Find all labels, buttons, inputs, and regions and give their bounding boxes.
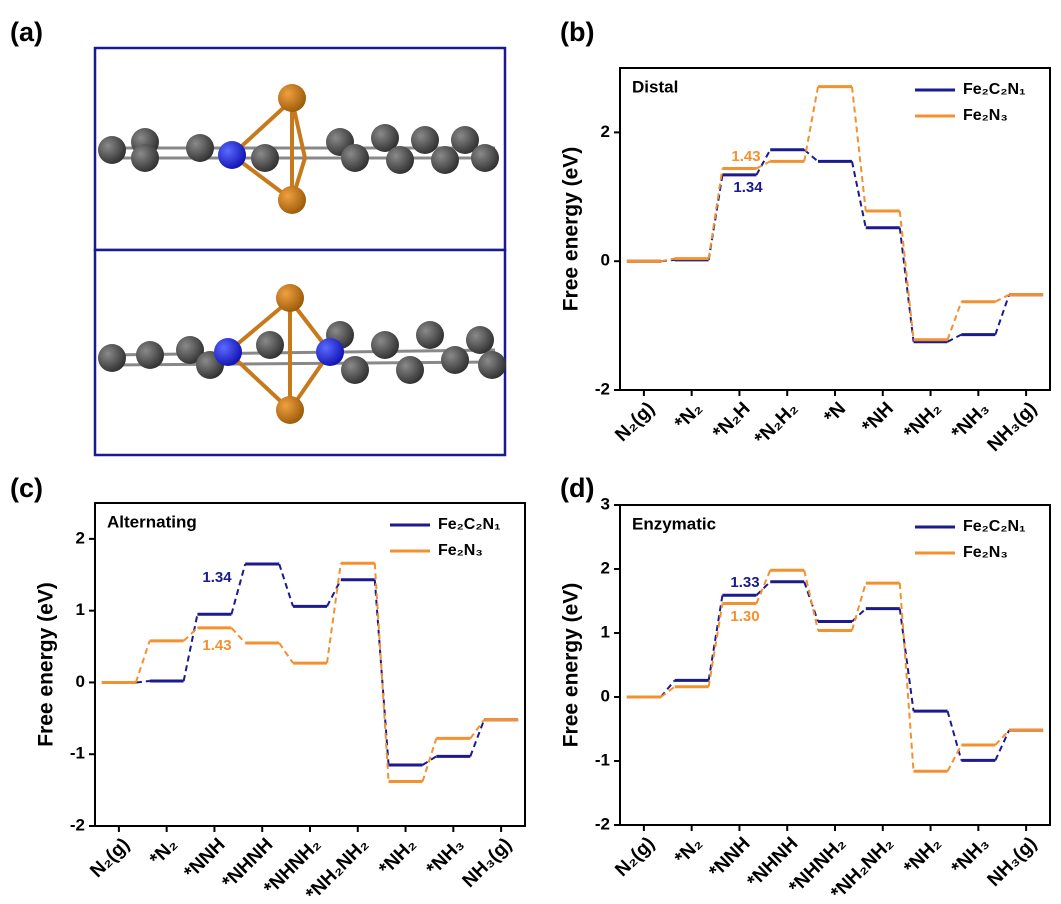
connector — [948, 302, 962, 340]
chart-title: Enzymatic — [632, 514, 716, 533]
figure: (a) (b) Distal Free energy (eV) -2 0 2 N₂(g) *N… — [0, 0, 1061, 904]
y-tick-label: 0 — [76, 672, 85, 691]
y-tick-label: 1 — [601, 622, 610, 641]
connector — [279, 564, 293, 606]
y-tick-label: 1 — [76, 600, 85, 619]
x-tick-label: *N₂H₂ — [751, 398, 802, 449]
annotation: 1.34 — [202, 569, 232, 586]
connector — [804, 570, 818, 630]
connector — [327, 563, 341, 663]
chart-title: Distal — [632, 77, 678, 96]
y-tick-label: 2 — [76, 528, 85, 547]
x-tick-label: *NH — [858, 398, 897, 437]
y-axis-label: Free energy (eV) — [35, 582, 58, 747]
y-axis-label: Free energy (eV) — [560, 147, 583, 312]
y-tick-label: 0 — [601, 686, 610, 705]
connector — [709, 604, 723, 687]
y-tick-label: 0 — [601, 251, 610, 270]
connector — [231, 628, 245, 643]
x-tick-label: N₂(g) — [611, 398, 659, 446]
x-tick-label: *N₂ — [671, 833, 707, 869]
connector — [804, 87, 818, 162]
x-tick-label: *N₂ — [671, 398, 707, 434]
x-tick-label: NH₃(g) — [459, 834, 517, 892]
connector — [136, 681, 150, 682]
panel-label: (a) — [10, 17, 43, 47]
connector — [470, 720, 484, 757]
y-tick-label: 2 — [601, 558, 610, 577]
connector — [184, 614, 198, 681]
x-tick-label: N₂(g) — [611, 833, 659, 881]
connector — [995, 730, 1009, 760]
connector — [900, 211, 914, 340]
connector — [423, 738, 437, 781]
connector — [852, 583, 866, 630]
annotation: 1.33 — [730, 574, 759, 591]
legend-label: Fe₂C₂N₁ — [438, 516, 501, 533]
legend-label: Fe₂C₂N₁ — [963, 81, 1026, 98]
connector — [709, 595, 723, 680]
y-axis-label: Free energy (eV) — [560, 583, 583, 748]
x-tick-label: *NH₂ — [900, 398, 945, 443]
x-tick-label: NH₃(g) — [984, 833, 1042, 891]
y-tick-label: -2 — [595, 814, 610, 833]
y-tick-label: -2 — [70, 815, 85, 834]
legend-label: Fe₂N₃ — [963, 107, 1008, 124]
y-tick-label: -1 — [70, 744, 85, 763]
panel-label: (b) — [560, 17, 594, 47]
chart-title: Alternating — [107, 512, 197, 531]
structure-image — [95, 48, 506, 455]
connector — [900, 583, 914, 771]
legend-label: Fe₂C₂N₁ — [963, 518, 1026, 535]
legend-label: Fe₂N₃ — [438, 542, 483, 559]
x-tick-label: *N₂ — [146, 834, 182, 870]
x-tick-label: *NH₂ — [900, 833, 945, 878]
connector — [279, 643, 293, 663]
annotation: 1.30 — [730, 608, 759, 625]
panel-label: (c) — [10, 473, 43, 503]
x-tick-label: *N — [820, 398, 850, 428]
x-tick-label: NH₃(g) — [984, 398, 1042, 456]
legend-label: Fe₂N₃ — [963, 544, 1008, 561]
x-tick-label: N₂(g) — [86, 834, 134, 882]
connector — [709, 168, 723, 258]
connector — [852, 161, 866, 227]
y-tick-label: 2 — [601, 122, 610, 141]
connector — [948, 711, 962, 760]
annotation: 1.43 — [202, 637, 231, 654]
connector — [136, 641, 150, 683]
annotation: 1.43 — [731, 148, 760, 165]
y-tick-label: -2 — [595, 379, 610, 398]
connector — [852, 609, 866, 622]
x-tick-label: *N₂H — [709, 398, 754, 443]
connector — [948, 745, 962, 771]
annotation: 1.34 — [733, 179, 763, 196]
connector — [184, 628, 198, 641]
panel-label: (d) — [560, 473, 594, 503]
y-tick-label: -1 — [595, 750, 610, 769]
x-tick-label: *NH₂ — [375, 834, 420, 879]
y-tick-label: 3 — [601, 494, 610, 513]
connector — [231, 564, 245, 614]
